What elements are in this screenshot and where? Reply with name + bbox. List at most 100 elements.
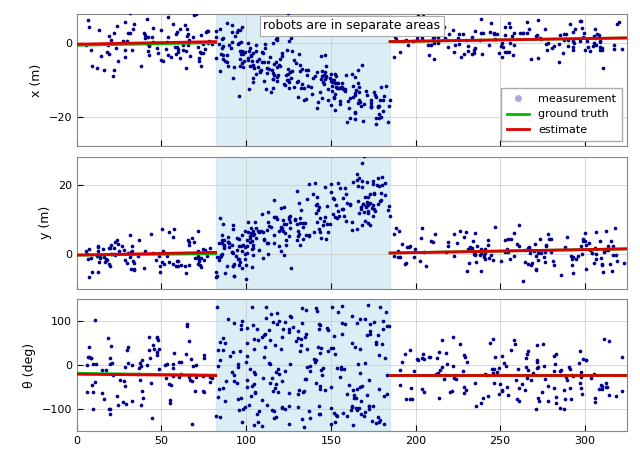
Point — [252, 234, 262, 242]
Point — [483, 41, 493, 49]
Point — [235, 47, 245, 54]
Point — [233, 395, 243, 403]
Point — [93, 268, 104, 275]
Point — [278, 227, 289, 234]
Point — [236, 38, 246, 46]
Point — [273, 71, 284, 78]
Point — [535, 34, 545, 42]
Point — [311, 304, 321, 311]
Point — [232, 234, 243, 241]
Point — [412, 355, 422, 363]
Point — [590, 34, 600, 42]
Point — [488, 256, 498, 264]
Point — [271, 36, 282, 43]
Point — [369, 318, 379, 326]
Point — [559, 386, 569, 394]
Point — [234, 348, 244, 355]
Point — [568, 37, 578, 45]
Point — [376, 113, 386, 121]
Point — [568, 44, 578, 51]
Point — [604, 392, 614, 399]
Point — [259, 344, 269, 351]
Point — [268, 407, 278, 414]
Point — [241, 352, 252, 360]
Point — [540, 376, 550, 383]
Point — [543, 39, 553, 47]
Point — [275, 62, 285, 70]
Point — [293, 232, 303, 240]
Point — [298, 388, 308, 396]
Point — [319, 76, 330, 83]
Point — [304, 180, 314, 188]
Point — [378, 325, 388, 333]
Point — [266, 310, 276, 318]
Point — [362, 219, 372, 227]
Point — [446, 7, 456, 15]
Point — [536, 249, 546, 257]
Point — [415, 234, 426, 242]
Point — [252, 325, 262, 333]
Point — [376, 197, 387, 204]
Point — [212, 362, 223, 370]
Point — [448, 333, 458, 341]
Point — [419, 356, 429, 363]
Point — [156, 26, 166, 33]
Point — [127, 361, 137, 369]
Point — [248, 241, 258, 249]
Point — [534, 397, 545, 405]
Point — [309, 356, 319, 363]
Point — [515, 29, 525, 36]
Point — [333, 84, 344, 92]
Point — [496, 257, 506, 265]
Point — [502, 247, 512, 255]
Point — [348, 421, 358, 428]
Point — [451, 376, 461, 383]
Point — [488, 336, 498, 343]
Point — [518, 30, 528, 37]
Point — [574, 359, 584, 367]
Point — [194, 257, 204, 265]
Point — [467, 50, 477, 58]
Point — [221, 262, 232, 270]
Point — [433, 18, 444, 25]
Point — [94, 7, 104, 15]
Point — [267, 374, 277, 382]
Point — [408, 368, 419, 375]
Point — [218, 52, 228, 59]
Point — [526, 55, 536, 62]
Point — [563, 37, 573, 44]
Point — [368, 181, 378, 188]
Point — [565, 20, 575, 28]
Point — [424, 51, 435, 59]
Point — [418, 26, 428, 33]
Bar — [216, 299, 390, 431]
Point — [529, 241, 540, 248]
Point — [247, 237, 257, 245]
Point — [476, 15, 486, 23]
Point — [193, 252, 203, 260]
Point — [368, 201, 378, 209]
Point — [219, 237, 229, 244]
Point — [310, 358, 320, 365]
Point — [302, 195, 312, 203]
Point — [236, 258, 246, 266]
Point — [240, 403, 250, 411]
Point — [141, 361, 152, 368]
Point — [272, 320, 282, 328]
Point — [223, 315, 233, 323]
Point — [111, 44, 122, 52]
Point — [314, 214, 324, 221]
Point — [492, 369, 502, 376]
Point — [120, 256, 130, 264]
Point — [220, 244, 230, 251]
Point — [276, 247, 286, 255]
Point — [485, 29, 495, 36]
Point — [373, 414, 383, 421]
Point — [198, 40, 208, 47]
Point — [428, 34, 438, 42]
Point — [157, 258, 167, 265]
Point — [310, 72, 321, 80]
Point — [296, 341, 306, 348]
Point — [350, 109, 360, 116]
Point — [175, 25, 186, 32]
